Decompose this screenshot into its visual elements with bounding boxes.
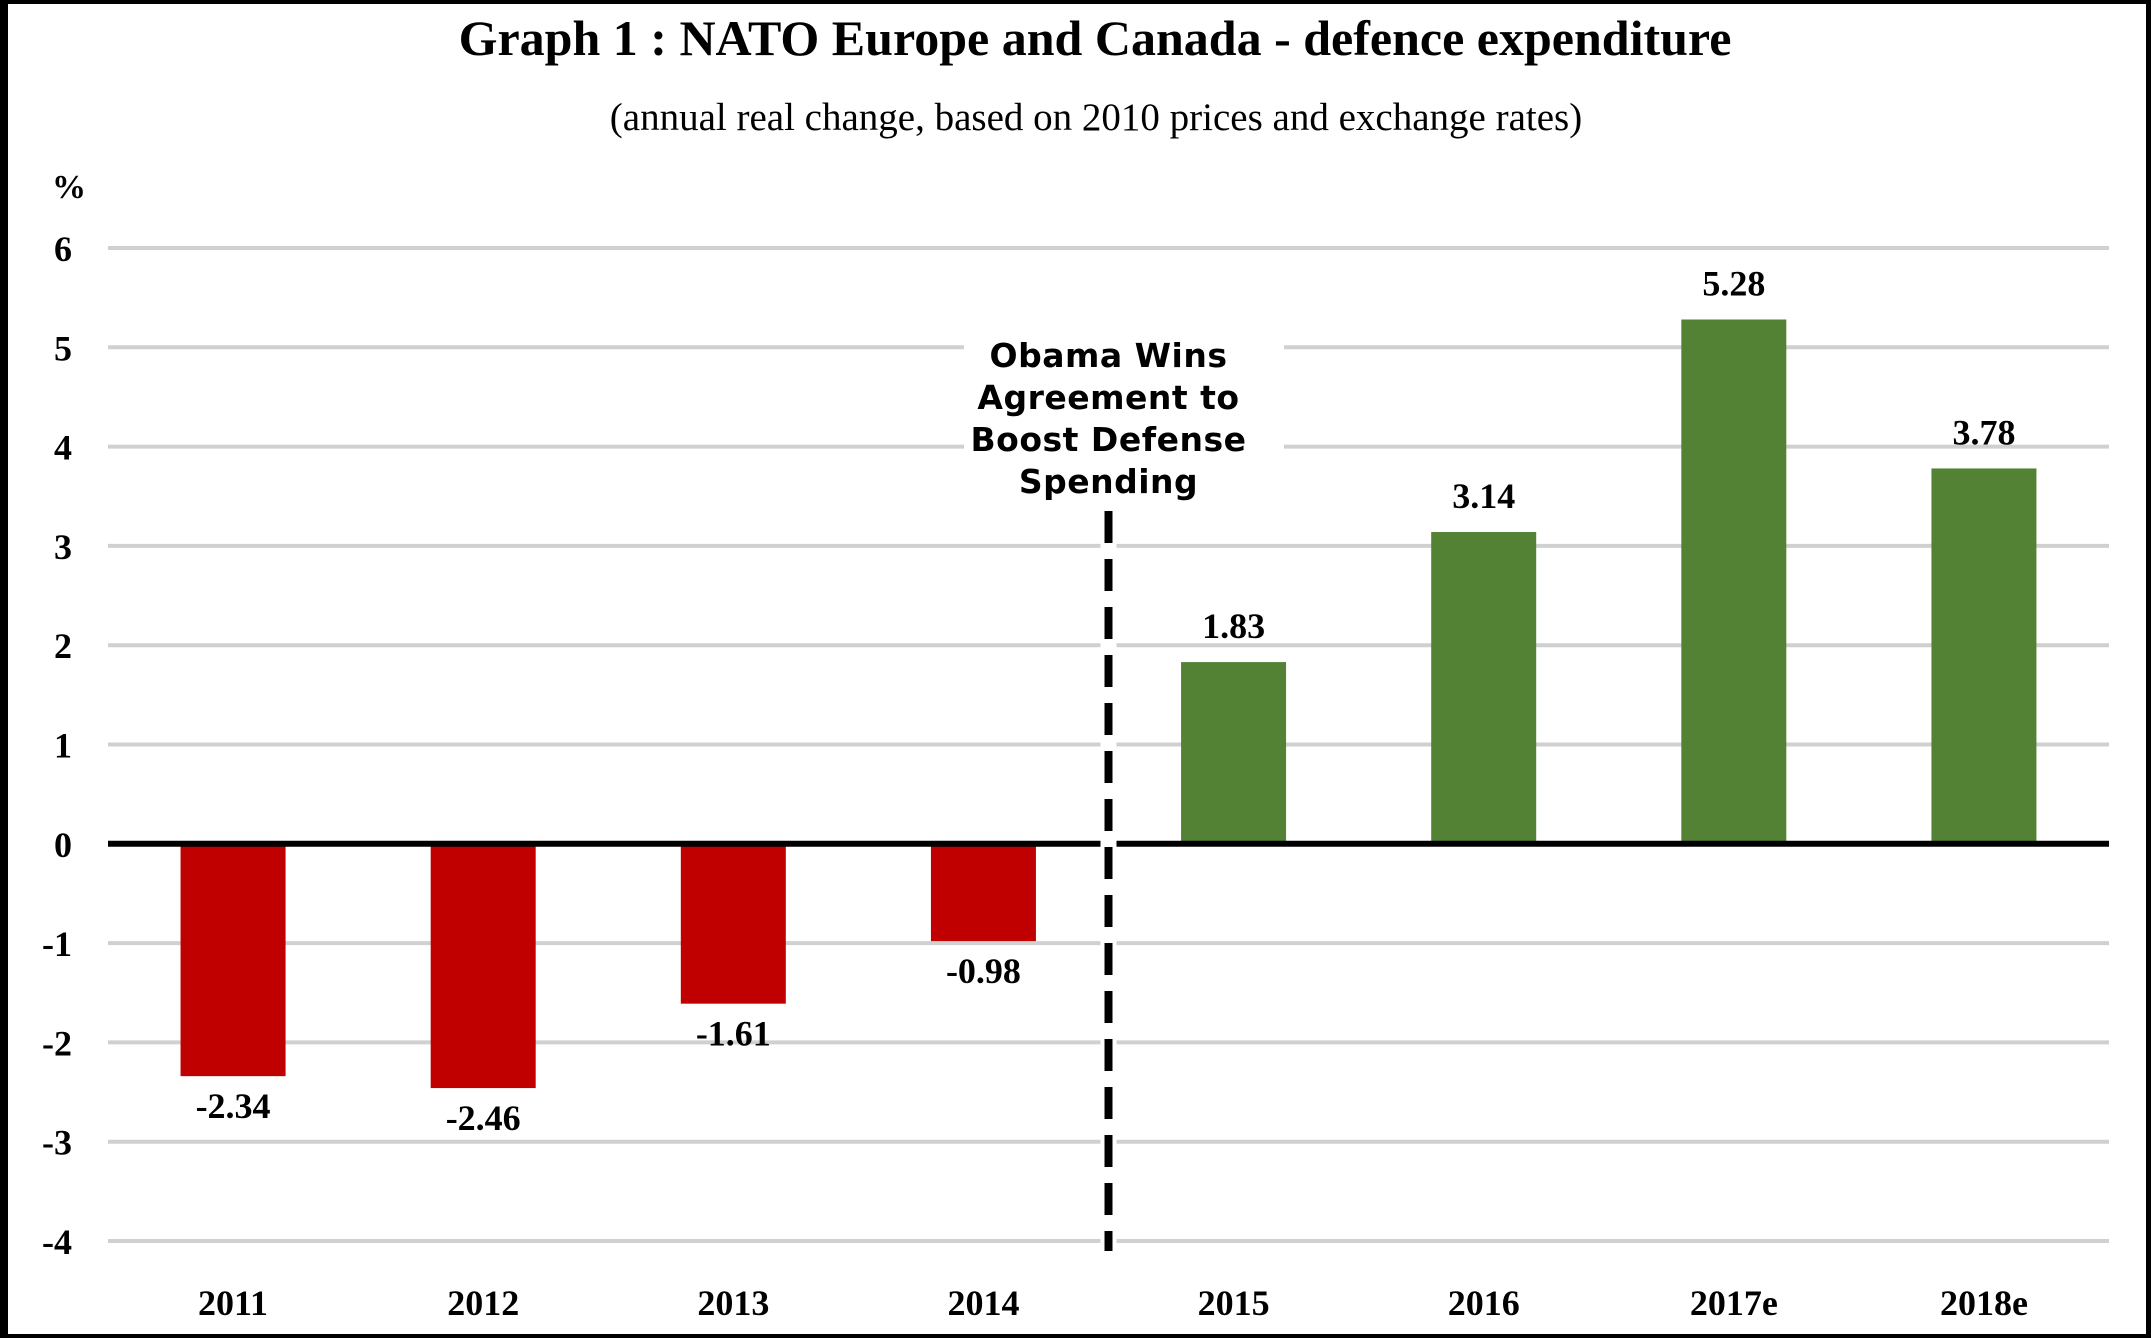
data-label: 5.28: [1702, 263, 1765, 303]
data-label: 1.83: [1202, 606, 1265, 646]
data-label: -2.34: [196, 1086, 271, 1126]
annotation-text-line: Obama Wins: [990, 336, 1228, 375]
y-tick-label: 6: [54, 229, 72, 269]
y-tick-label: 1: [54, 726, 72, 766]
x-tick-label: 2013: [697, 1283, 769, 1323]
x-tick-label: 2016: [1448, 1283, 1520, 1323]
data-label: -2.46: [446, 1098, 521, 1138]
x-tick-label: 2012: [447, 1283, 519, 1323]
annotation-text-line: Spending: [1019, 462, 1198, 501]
x-tick-label: 2015: [1198, 1283, 1270, 1323]
y-axis-tick-labels: 6 5 4 3 2 1 0 -1 -2 -3 -4: [42, 229, 72, 1262]
y-tick-label: -1: [42, 924, 72, 964]
y-tick-label: -3: [42, 1123, 72, 1163]
bar: [1181, 662, 1287, 844]
annotation-text-line: Agreement to: [977, 378, 1239, 417]
bar: [680, 843, 786, 1004]
y-tick-label: 0: [54, 825, 72, 865]
x-tick-label: 2018e: [1940, 1283, 2028, 1323]
x-tick-label: 2011: [198, 1283, 268, 1323]
chart-subtitle: (annual real change, based on 2010 price…: [610, 96, 1582, 139]
y-tick-label: -4: [42, 1222, 72, 1262]
x-axis-tick-labels: 2011 2012 2013 2014 2015 2016 2017e 2018e: [198, 1283, 2028, 1323]
annotation-text-line: Boost Defense: [971, 420, 1247, 459]
data-labels: -2.34 -2.46 -1.61 -0.98 1.83 3.14 5.28 3.78: [196, 263, 2016, 1138]
y-tick-label: 4: [54, 428, 72, 468]
bar: [430, 843, 536, 1089]
bar: [1931, 468, 2037, 844]
x-tick-label: 2017e: [1690, 1283, 1778, 1323]
data-label: 3.78: [1952, 412, 2015, 452]
bars: [180, 319, 2037, 1089]
bar: [180, 843, 286, 1077]
data-label: -1.61: [696, 1014, 771, 1054]
y-tick-label: 3: [54, 527, 72, 567]
y-tick-label: 2: [54, 626, 72, 666]
annotation-box: [964, 330, 1284, 505]
bar: [1431, 531, 1537, 844]
data-label: -0.98: [946, 951, 1021, 991]
y-axis-unit-label: %: [52, 169, 86, 206]
x-tick-label: 2014: [947, 1283, 1019, 1323]
bar: [930, 843, 1036, 942]
data-label: 3.14: [1452, 476, 1515, 516]
chart-title: Graph 1 : NATO Europe and Canada - defen…: [459, 10, 1732, 66]
bar: [1681, 319, 1787, 844]
y-tick-label: -2: [42, 1023, 72, 1063]
y-tick-label: 5: [54, 328, 72, 368]
